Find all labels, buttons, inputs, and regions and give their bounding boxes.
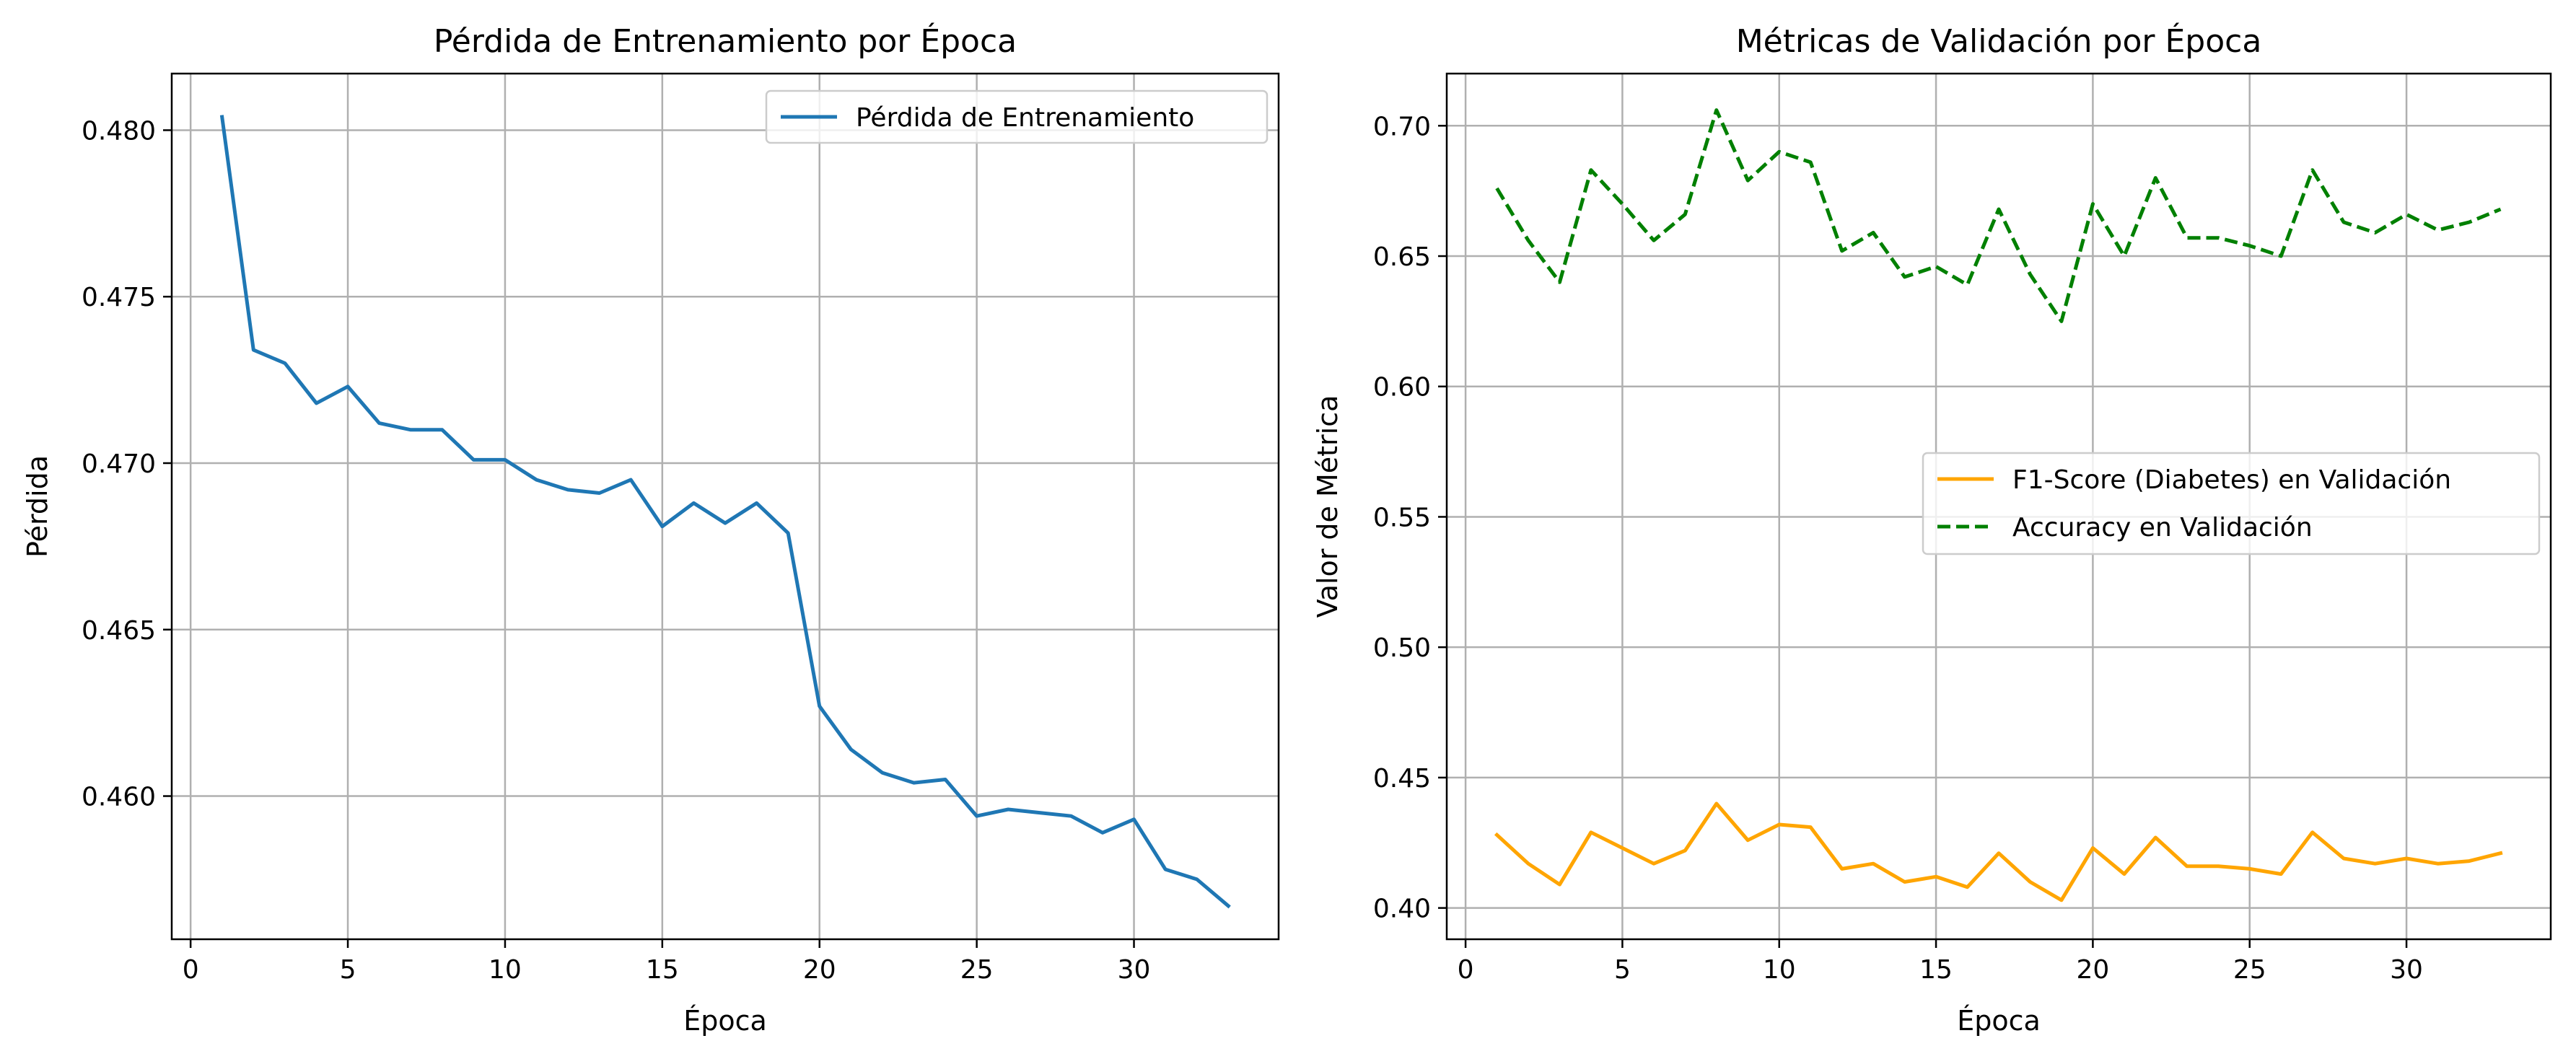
x-tick-label: 0 xyxy=(1458,955,1474,985)
legend-box xyxy=(1922,452,2541,555)
y-tick-label: 0.60 xyxy=(1373,373,1431,403)
y-axis-label: Valor de Métrica xyxy=(1312,395,1344,618)
chart-title: Métricas de Validación por Época xyxy=(1736,22,2262,60)
legend-entry-label: Pérdida de Entrenamiento xyxy=(856,103,1194,133)
y-tick-label: 0.460 xyxy=(82,783,156,812)
plot-frame xyxy=(170,72,1280,941)
x-tick-label: 15 xyxy=(646,955,679,985)
y-tick-label: 0.465 xyxy=(82,616,156,646)
series-line-0 xyxy=(219,115,1231,909)
legend: Pérdida de Entrenamiento xyxy=(765,89,1269,144)
y-tick-label: 0.475 xyxy=(82,283,156,312)
y-tick-label: 0.70 xyxy=(1373,112,1431,141)
plot-frame xyxy=(1445,72,2552,941)
y-tick-label: 0.480 xyxy=(82,116,156,146)
x-tick-label: 5 xyxy=(1614,955,1631,985)
validation-metrics-chart: Métricas de Validación por Época 0 5 10 15 2… xyxy=(1312,22,2552,1037)
series-line-0 xyxy=(1494,801,2503,902)
x-tick-label: 20 xyxy=(803,955,836,985)
y-tick-label: 0.65 xyxy=(1373,242,1431,272)
x-tick-label: 10 xyxy=(1763,955,1796,985)
y-tick-label: 0.50 xyxy=(1373,633,1431,663)
x-tick-label: 15 xyxy=(1919,955,1953,985)
x-axis-label: Época xyxy=(683,1005,767,1037)
x-tick-label: 20 xyxy=(2076,955,2109,985)
legend: F1-Score (Diabetes) en Validación Accurac… xyxy=(1922,452,2541,555)
x-tick-label: 25 xyxy=(960,955,994,985)
training-loss-chart: Pérdida de Entrenamiento por Época 0 5 10 1… xyxy=(22,22,1280,1037)
x-tick-label: 25 xyxy=(2233,955,2266,985)
y-tick-label: 0.40 xyxy=(1373,895,1431,924)
x-tick-label: 5 xyxy=(340,955,356,985)
y-tick-label: 0.45 xyxy=(1373,764,1431,794)
y-axis-label: Pérdida xyxy=(22,455,53,558)
series-line-1 xyxy=(1495,108,2502,323)
y-tick-label: 0.470 xyxy=(82,449,156,479)
legend-box xyxy=(765,89,1269,144)
x-tick-label: 30 xyxy=(1118,955,1151,985)
x-tick-label: 10 xyxy=(489,955,522,985)
y-tick-label: 0.55 xyxy=(1373,503,1431,532)
chart-title: Pérdida de Entrenamiento por Época xyxy=(434,22,1017,60)
legend-entry-label: F1-Score (Diabetes) en Validación xyxy=(2012,465,2451,495)
x-axis-label: Época xyxy=(1957,1005,2041,1037)
x-tick-label: 30 xyxy=(2390,955,2423,985)
x-tick-label: 0 xyxy=(183,955,199,985)
legend-entry-label: Accuracy en Validación xyxy=(2012,513,2313,542)
